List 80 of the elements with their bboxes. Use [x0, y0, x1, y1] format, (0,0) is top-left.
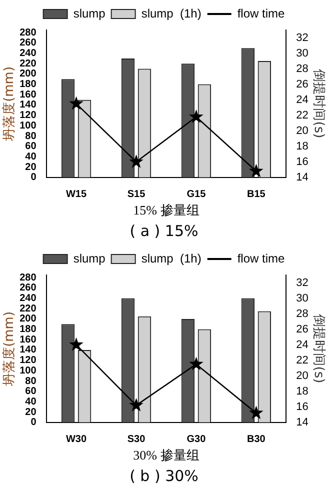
- x-axis-title: 30% 掺量组: [133, 448, 200, 463]
- y-tick-label: 140: [20, 100, 37, 111]
- y2-axis-title: 倒提时间(s): [310, 314, 326, 384]
- y-tick-label: 240: [20, 293, 37, 304]
- y-tick-label: 280: [20, 27, 37, 38]
- y-tick-label: 220: [20, 58, 37, 70]
- y-tick-label: 120: [20, 110, 37, 122]
- point: [69, 337, 84, 351]
- y-tick-label: 220: [20, 303, 37, 314]
- y2-tick-label: 30: [296, 292, 308, 304]
- x-tick-label: S15: [127, 189, 146, 200]
- y2-tick-label: 26: [296, 78, 308, 90]
- y2-tick-label: 26: [296, 323, 308, 336]
- legend-label: slump (1h): [141, 251, 202, 266]
- y-tick-label: 140: [20, 344, 37, 356]
- y-axis-title: 坍落度(mm): [1, 311, 18, 387]
- point: [129, 154, 144, 168]
- x-tick-label: S30: [127, 434, 146, 446]
- y2-tick-label: 32: [296, 32, 308, 44]
- y-axis-title: 坍落度(mm): [1, 66, 18, 142]
- y-tick-label: 160: [20, 334, 37, 346]
- point: [249, 164, 264, 178]
- point: [69, 96, 84, 110]
- y-tick-label: 80: [25, 130, 37, 142]
- y-tick-label: 280: [20, 272, 37, 284]
- legend-label: flow time: [237, 251, 286, 266]
- y2-tick-label: 28: [296, 62, 308, 75]
- y-tick-label: 0: [30, 172, 37, 184]
- y-tick-label: 260: [20, 38, 37, 49]
- y-tick-label: 160: [20, 89, 37, 100]
- y2-tick-label: 18: [296, 385, 308, 398]
- y-tick-label: 20: [25, 162, 37, 173]
- point: [129, 398, 144, 412]
- text: ( a ) 15%: [128, 221, 200, 242]
- x-tick-label: B30: [247, 434, 266, 446]
- x-tick-label: W15: [66, 189, 87, 200]
- x-tick-label: G15: [186, 189, 206, 200]
- y2-tick-label: 18: [296, 140, 308, 152]
- y2-tick-label: 20: [296, 124, 308, 137]
- y-tick-label: 60: [25, 386, 37, 398]
- y-tick-label: 180: [20, 324, 37, 336]
- point: [189, 109, 204, 123]
- y2-tick-label: 22: [296, 354, 308, 366]
- legend-label: slump: [73, 6, 106, 20]
- text: ( b ) 30%: [128, 466, 200, 487]
- y2-tick-label: 16: [296, 156, 308, 168]
- y-tick-label: 60: [25, 141, 37, 152]
- y-tick-label: 80: [25, 376, 37, 387]
- y2-tick-label: 28: [296, 308, 308, 320]
- y-tick-label: 100: [20, 365, 37, 376]
- y-tick-label: 120: [20, 355, 37, 366]
- y2-tick-label: 32: [296, 276, 308, 289]
- y2-tick-label: 14: [296, 416, 308, 428]
- y-tick-label: 240: [20, 48, 37, 60]
- y-tick-label: 40: [25, 396, 37, 408]
- y2-tick-label: 16: [296, 400, 308, 413]
- y2-tick-label: 14: [296, 171, 308, 184]
- y-tick-label: 200: [20, 68, 37, 80]
- y-tick-label: 180: [20, 79, 37, 90]
- y-tick-label: 40: [25, 151, 37, 162]
- y2-tick-label: 22: [296, 109, 308, 122]
- y2-tick-label: 24: [296, 338, 308, 351]
- legend-label: slump: [73, 251, 106, 266]
- point: [249, 406, 264, 420]
- legend-label: flow time: [237, 6, 286, 20]
- y-tick-label: 20: [25, 406, 37, 418]
- x-tick-label: W30: [66, 434, 87, 446]
- x-axis-title: 15% 掺量组: [133, 202, 200, 218]
- x-tick-label: B15: [247, 189, 266, 200]
- y-tick-label: 100: [20, 120, 37, 132]
- y-tick-label: 0: [30, 417, 37, 428]
- y2-tick-label: 20: [296, 370, 308, 382]
- x-tick-label: G30: [186, 434, 206, 446]
- legend-label: slump (1h): [141, 6, 202, 20]
- y-tick-label: 200: [20, 314, 37, 325]
- y2-axis-title: 倒提时间(s): [310, 69, 326, 138]
- y2-tick-label: 30: [296, 47, 308, 60]
- y-tick-label: 260: [20, 282, 37, 294]
- point: [189, 356, 204, 370]
- y2-tick-label: 24: [296, 94, 308, 106]
